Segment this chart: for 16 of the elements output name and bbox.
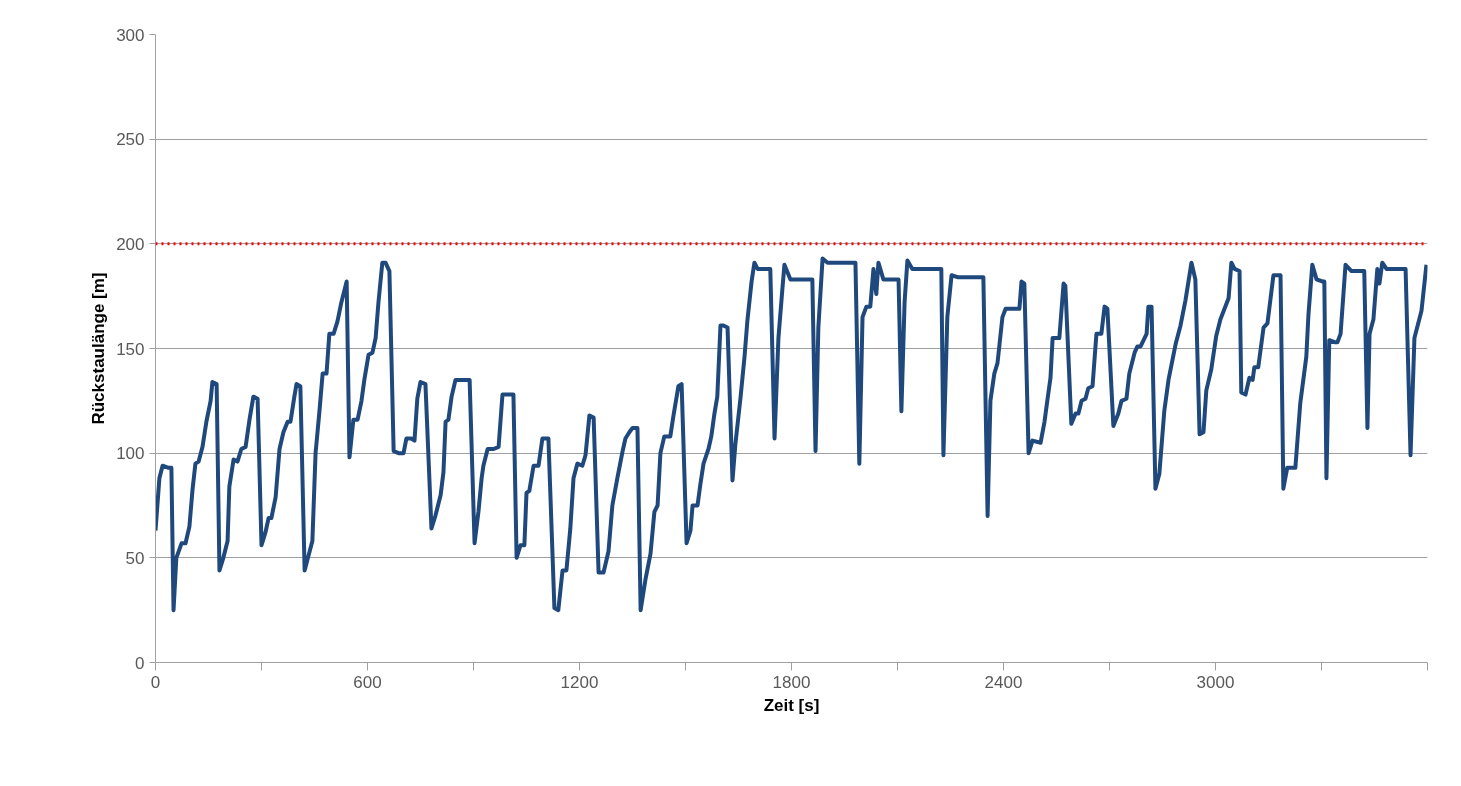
x-tick-label: 1800 (772, 672, 811, 692)
y-tick-label: 200 (116, 234, 145, 254)
y-tick-label: 0 (135, 653, 145, 673)
x-tick-label: 2400 (984, 672, 1023, 692)
x-tick-label: 1200 (560, 672, 599, 692)
y-tick-label: 150 (116, 339, 145, 359)
x-tick-label: 3000 (1196, 672, 1235, 692)
x-tick-label: 600 (353, 672, 382, 692)
y-tick-label: 100 (116, 444, 145, 464)
y-tick-label: 250 (116, 130, 145, 150)
x-tick-label: 0 (150, 672, 161, 692)
y-axis-title: Rückstaulänge [m] (89, 272, 109, 425)
y-tick-label: 300 (116, 25, 145, 45)
y-tick-label: 50 (125, 548, 145, 568)
line-series (155, 256, 1428, 613)
x-axis-title: Zeit [s] (763, 695, 820, 715)
